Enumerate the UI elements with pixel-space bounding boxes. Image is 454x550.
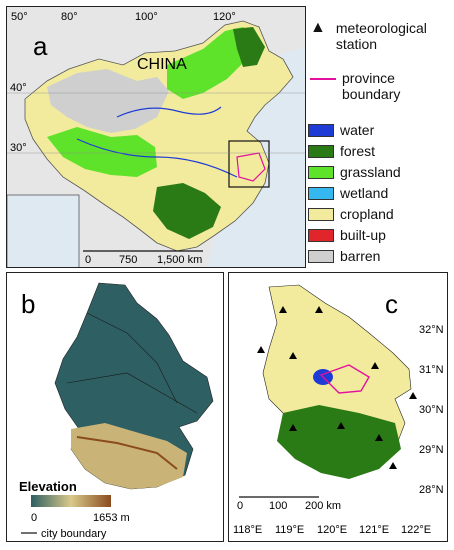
- station-markers: [257, 306, 417, 469]
- lat-tick-1: 40°: [10, 82, 27, 94]
- scale-c-1: 100: [269, 500, 287, 512]
- legend-province: province boundary: [310, 70, 442, 102]
- legend-swatch-wetland: [308, 186, 334, 200]
- legend-label-water: water: [340, 122, 375, 138]
- country-label: CHINA: [137, 56, 187, 73]
- station-marker: [409, 392, 417, 399]
- legend-label-wetland: wetland: [340, 185, 389, 201]
- legend-class-cropland: cropland: [308, 206, 394, 222]
- scale-c-0: 0: [237, 500, 243, 512]
- elevation-map-svg: b Elevation 0 1653 m city boundary: [19, 282, 214, 540]
- province-line-icon: [310, 78, 336, 80]
- elevation-title: Elevation: [19, 479, 77, 494]
- elevation-max: 1653 m: [93, 512, 130, 524]
- legend-label-cropland: cropland: [340, 206, 394, 222]
- legend-swatch-water: [308, 123, 334, 137]
- panel-a-label: a: [33, 31, 48, 61]
- station-marker: [375, 434, 383, 441]
- legend-class-water: water: [308, 122, 374, 138]
- lon-tick-3: 100°: [135, 11, 158, 23]
- legend-label-grassland: grassland: [340, 164, 401, 180]
- lon-tick-121: 121°E: [359, 524, 389, 536]
- station-marker: [337, 422, 345, 429]
- legend-class-barren: barren: [308, 248, 380, 264]
- station-label: meteorological station: [335, 20, 427, 52]
- legend-swatch-forest: [308, 144, 334, 158]
- forest-south: [153, 183, 221, 239]
- lon-tick-2: 80°: [61, 11, 78, 23]
- land-cover-legend: ▲ meteorological station province bounda…: [308, 6, 450, 268]
- scale-a-1: 750: [119, 254, 137, 266]
- forest-northeast: [233, 27, 265, 67]
- lat-tick-28: 28°N: [419, 484, 444, 496]
- city-boundaries: [66, 312, 198, 414]
- legend-class-built-up: built-up: [308, 227, 386, 243]
- elevation-min: 0: [31, 512, 37, 524]
- lon-tick-4: 120°: [213, 11, 236, 23]
- legend-class-wetland: wetland: [308, 185, 388, 201]
- south-china-sea-inset: [7, 194, 80, 267]
- lon-tick-118: 118°E: [233, 524, 262, 536]
- yangtze-river: [76, 138, 238, 178]
- lon-tick-1: 50°: [11, 11, 28, 23]
- province-label: province boundary: [342, 70, 401, 102]
- city-boundary-label: city boundary: [41, 528, 107, 540]
- legend-label-forest: forest: [340, 143, 376, 159]
- panel-b-label: b: [21, 289, 35, 319]
- station-marker: [389, 462, 397, 469]
- lat-tick-2: 30°: [10, 142, 27, 154]
- station-marker: [279, 306, 287, 313]
- station-triangle-icon: ▲: [310, 19, 326, 36]
- station-marker: [289, 424, 297, 431]
- province-boundary-shanghai: [319, 364, 370, 394]
- study-area-box: [228, 140, 270, 188]
- land-cover-map-svg: c 32°N 31°N 30°N 29°N 28°N 0 100 200 km …: [233, 284, 444, 536]
- legend-swatch-grassland: [308, 165, 334, 179]
- scale-c-2: 200 km: [305, 500, 341, 512]
- station-marker: [315, 306, 323, 313]
- panel-c-land-cover-map: c 32°N 31°N 30°N 29°N 28°N 0 100 200 km …: [228, 272, 448, 542]
- panel-b-elevation-map: b Elevation 0 1653 m city boundary: [6, 272, 224, 542]
- lat-tick-31: 31°N: [419, 364, 444, 376]
- legend-label-barren: barren: [340, 248, 381, 264]
- lon-tick-119: 119°E: [275, 524, 304, 536]
- lat-tick-29: 29°N: [419, 444, 444, 456]
- china-map-svg: 50° 80° 100° 120° 40° 30° a CHINA 0 750 …: [7, 7, 305, 267]
- grassland-tibet: [47, 127, 157, 177]
- lon-tick-122: 122°E: [401, 524, 431, 536]
- station-marker: [371, 362, 379, 369]
- forest-south-region: [277, 405, 401, 479]
- legend-station: ▲ meteorological station: [310, 19, 436, 53]
- legend-class-grassland: grassland: [308, 164, 401, 180]
- legend-class-forest: forest: [308, 143, 375, 159]
- study-area-boundary: [236, 152, 266, 182]
- station-marker: [257, 346, 265, 353]
- legend-swatch-cropland: [308, 207, 334, 221]
- yellow-river: [116, 106, 222, 118]
- lon-tick-120: 120°E: [317, 524, 347, 536]
- legend-swatch-barren: [308, 249, 334, 263]
- scale-a-2: 1,500 km: [157, 254, 202, 266]
- lat-tick-30: 30°N: [419, 404, 444, 416]
- barren-region: [47, 69, 169, 133]
- legend-swatch-built-up: [308, 228, 334, 242]
- legend-label-built-up: built-up: [340, 227, 386, 243]
- mountain-ridge: [76, 436, 178, 470]
- panel-a-china-map: 50° 80° 100° 120° 40° 30° a CHINA 0 750 …: [6, 6, 306, 268]
- lat-tick-32: 32°N: [419, 324, 444, 336]
- panel-c-label: c: [385, 289, 398, 319]
- station-marker: [289, 352, 297, 359]
- grassland-north: [167, 27, 255, 99]
- scale-a-0: 0: [85, 254, 91, 266]
- elevation-color-ramp: [31, 495, 111, 507]
